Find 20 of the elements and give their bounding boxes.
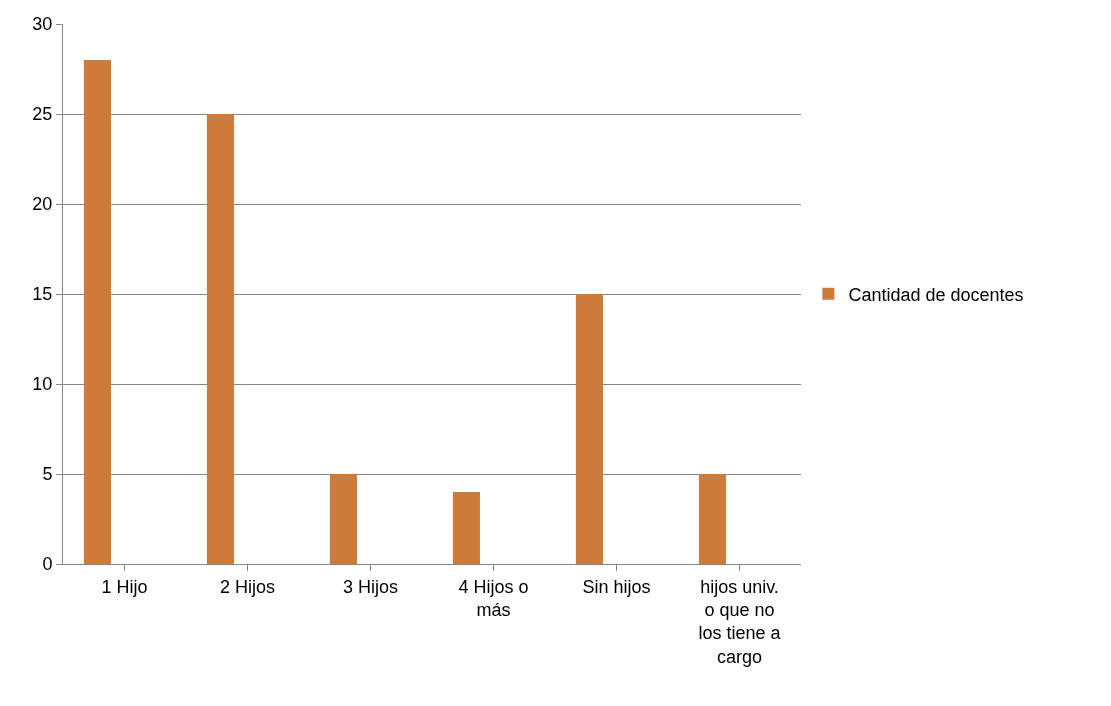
x-tick-label: 2 Hijos <box>219 576 276 597</box>
y-tick-label: 10 <box>32 374 53 395</box>
bar <box>452 492 480 564</box>
y-tick-label: 0 <box>42 554 53 575</box>
x-tick-label: 1 Hijo <box>101 576 148 597</box>
y-tick-label: 25 <box>32 104 53 125</box>
bar <box>575 294 603 564</box>
bar <box>698 474 726 564</box>
y-tick-label: 15 <box>32 284 53 305</box>
legend-label: Cantidad de docentes <box>848 284 1024 305</box>
bar <box>329 474 357 564</box>
y-tick-label: 20 <box>32 194 53 215</box>
x-tick-label: Sin hijos <box>582 576 651 597</box>
bar <box>206 114 234 564</box>
x-tick-label: hijos univ. o que no los tiene a cargo <box>698 576 782 667</box>
x-tick-label: 3 Hijos <box>342 576 399 597</box>
bar <box>83 60 111 564</box>
x-tick-label: 4 Hijos o más <box>458 576 529 620</box>
y-tick-label: 30 <box>32 14 53 35</box>
y-tick-label: 5 <box>42 464 53 485</box>
